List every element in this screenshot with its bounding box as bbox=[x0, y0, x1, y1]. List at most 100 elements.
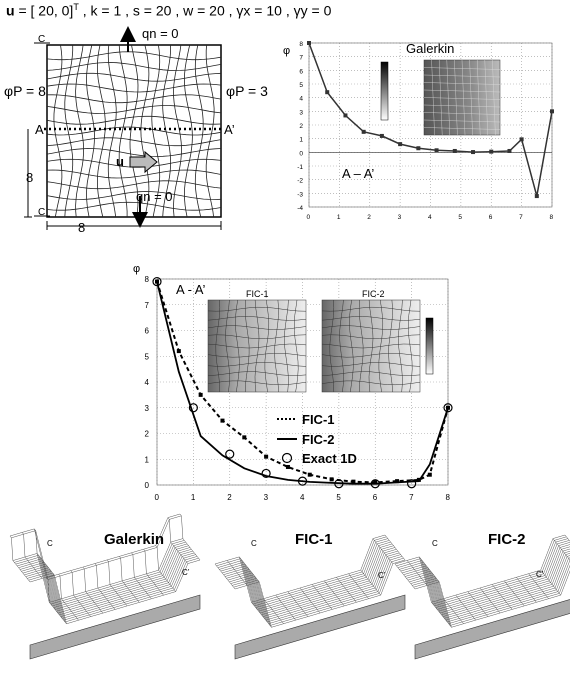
domain-sketch bbox=[24, 26, 224, 230]
exact-point bbox=[334, 479, 344, 489]
problem-parameters: u = [ 20, 0]T , k = 1 , s = 20 , w = 20 … bbox=[6, 2, 331, 19]
x-tick-label: 8 bbox=[446, 493, 451, 502]
plot-frame bbox=[308, 42, 553, 208]
x-tick-label: 5 bbox=[458, 214, 462, 221]
fic1-point bbox=[242, 435, 247, 440]
series-line bbox=[156, 281, 449, 485]
x-tick-label: 4 bbox=[428, 214, 432, 221]
y-tick-label: 0 bbox=[145, 481, 150, 490]
fic1-inset-title: FIC-1 bbox=[246, 289, 269, 299]
galerkin-point bbox=[307, 41, 311, 45]
fic-y-label: φ bbox=[133, 263, 140, 275]
velocity-symbol: u bbox=[6, 2, 15, 19]
galerkin-point bbox=[434, 148, 439, 153]
height-label: 8 bbox=[26, 170, 33, 185]
galerkin-point bbox=[361, 129, 366, 134]
fic-section-label: A - A’ bbox=[176, 282, 205, 297]
y-tick-label: 4 bbox=[145, 378, 150, 387]
galerkin-point bbox=[471, 150, 476, 155]
y-tick-label: 8 bbox=[145, 275, 150, 284]
galerkin-title: Galerkin bbox=[406, 41, 454, 56]
surface-fic2-cprime: C’ bbox=[536, 570, 544, 579]
exact-point bbox=[261, 468, 271, 479]
galerkin-point bbox=[534, 194, 539, 199]
surface-plots bbox=[9, 513, 570, 660]
legend-fic2: FIC-2 bbox=[302, 432, 335, 447]
x-tick-label: 2 bbox=[367, 214, 371, 221]
fic1-point bbox=[285, 464, 290, 469]
y-tick-label: 1 bbox=[299, 137, 303, 144]
fic1-point bbox=[329, 477, 334, 482]
galerkin-point bbox=[379, 133, 384, 138]
y-tick-label: 7 bbox=[145, 301, 150, 310]
legend-exact: Exact 1D bbox=[302, 451, 357, 466]
parameter-list: , k = 1 , s = 20 , w = 20 , γx = 10 , γy… bbox=[82, 2, 332, 19]
x-tick-label: 8 bbox=[550, 214, 554, 221]
x-tick-label: 0 bbox=[307, 214, 311, 221]
galerkin-point bbox=[325, 90, 330, 95]
surface-fic2-c: C bbox=[432, 539, 438, 548]
y-tick-label: 8 bbox=[299, 41, 303, 48]
x-tick-label: 6 bbox=[373, 493, 378, 502]
domain-boundary bbox=[46, 44, 222, 218]
x-tick-label: 5 bbox=[336, 493, 341, 502]
domain-mesh bbox=[46, 44, 222, 218]
exact-point bbox=[443, 403, 453, 413]
corner-label-c-bottom: C bbox=[38, 207, 45, 218]
transpose-sup: T bbox=[73, 2, 79, 12]
galerkin-point bbox=[343, 113, 348, 118]
galerkin-point bbox=[550, 109, 554, 114]
fic1-point bbox=[373, 480, 378, 485]
x-tick-label: 0 bbox=[155, 493, 160, 502]
x-tick-label: 1 bbox=[191, 493, 196, 502]
y-tick-label: 2 bbox=[299, 123, 303, 130]
corner-label-c-top: C bbox=[38, 34, 45, 45]
section-label-a: A bbox=[35, 122, 44, 137]
section-label-a-prime: A’ bbox=[224, 122, 235, 137]
exact-point bbox=[370, 479, 380, 489]
surface-fic2-title: FIC-2 bbox=[488, 531, 526, 548]
x-tick-label: 3 bbox=[264, 493, 269, 502]
surface-fic1-c: C bbox=[251, 539, 257, 548]
galerkin-inset bbox=[380, 59, 501, 136]
y-tick-label: -2 bbox=[297, 178, 303, 185]
left-boundary-value: φP = 8 bbox=[4, 83, 46, 99]
x-tick-label: 4 bbox=[300, 493, 305, 502]
y-tick-label: 7 bbox=[299, 55, 303, 62]
surface-1 bbox=[214, 534, 406, 660]
galerkin-point bbox=[416, 146, 421, 151]
galerkin-point bbox=[398, 142, 403, 147]
y-tick-label: 5 bbox=[145, 352, 150, 361]
fic1-point bbox=[351, 479, 356, 484]
x-tick-label: 3 bbox=[398, 214, 402, 221]
velocity-value: = [ 20, 0] bbox=[18, 2, 74, 19]
exact-point bbox=[297, 476, 308, 486]
galerkin-y-label: φ bbox=[283, 45, 290, 57]
surface-galerkin-cprime: C’ bbox=[182, 568, 190, 577]
fic1-point bbox=[395, 479, 400, 484]
y-tick-label: 5 bbox=[299, 82, 303, 89]
velocity-arrow bbox=[129, 150, 158, 174]
exact-point bbox=[225, 449, 235, 459]
x-tick-label: 2 bbox=[227, 493, 232, 502]
y-tick-label: 4 bbox=[299, 96, 303, 103]
right-boundary-value: φP = 3 bbox=[226, 83, 268, 99]
width-label: 8 bbox=[78, 220, 85, 235]
fic1-point bbox=[198, 392, 203, 397]
y-tick-label: 3 bbox=[299, 109, 303, 116]
galerkin-point bbox=[507, 148, 512, 153]
galerkin-section-label: A – A’ bbox=[342, 166, 374, 181]
fic1-point bbox=[427, 472, 432, 477]
surface-galerkin-title: Galerkin bbox=[104, 531, 165, 548]
galerkin-point bbox=[519, 137, 524, 142]
surface-fic1-title: FIC-1 bbox=[295, 531, 333, 548]
y-tick-label: -4 bbox=[297, 205, 303, 212]
x-tick-label: 6 bbox=[489, 214, 493, 221]
y-tick-label: 3 bbox=[145, 404, 150, 413]
fic1-point bbox=[220, 418, 225, 423]
galerkin-point bbox=[489, 149, 494, 154]
x-tick-label: 7 bbox=[519, 214, 523, 221]
x-tick-label: 7 bbox=[409, 493, 414, 502]
exact-point bbox=[152, 276, 162, 287]
fic1-point bbox=[307, 472, 312, 477]
